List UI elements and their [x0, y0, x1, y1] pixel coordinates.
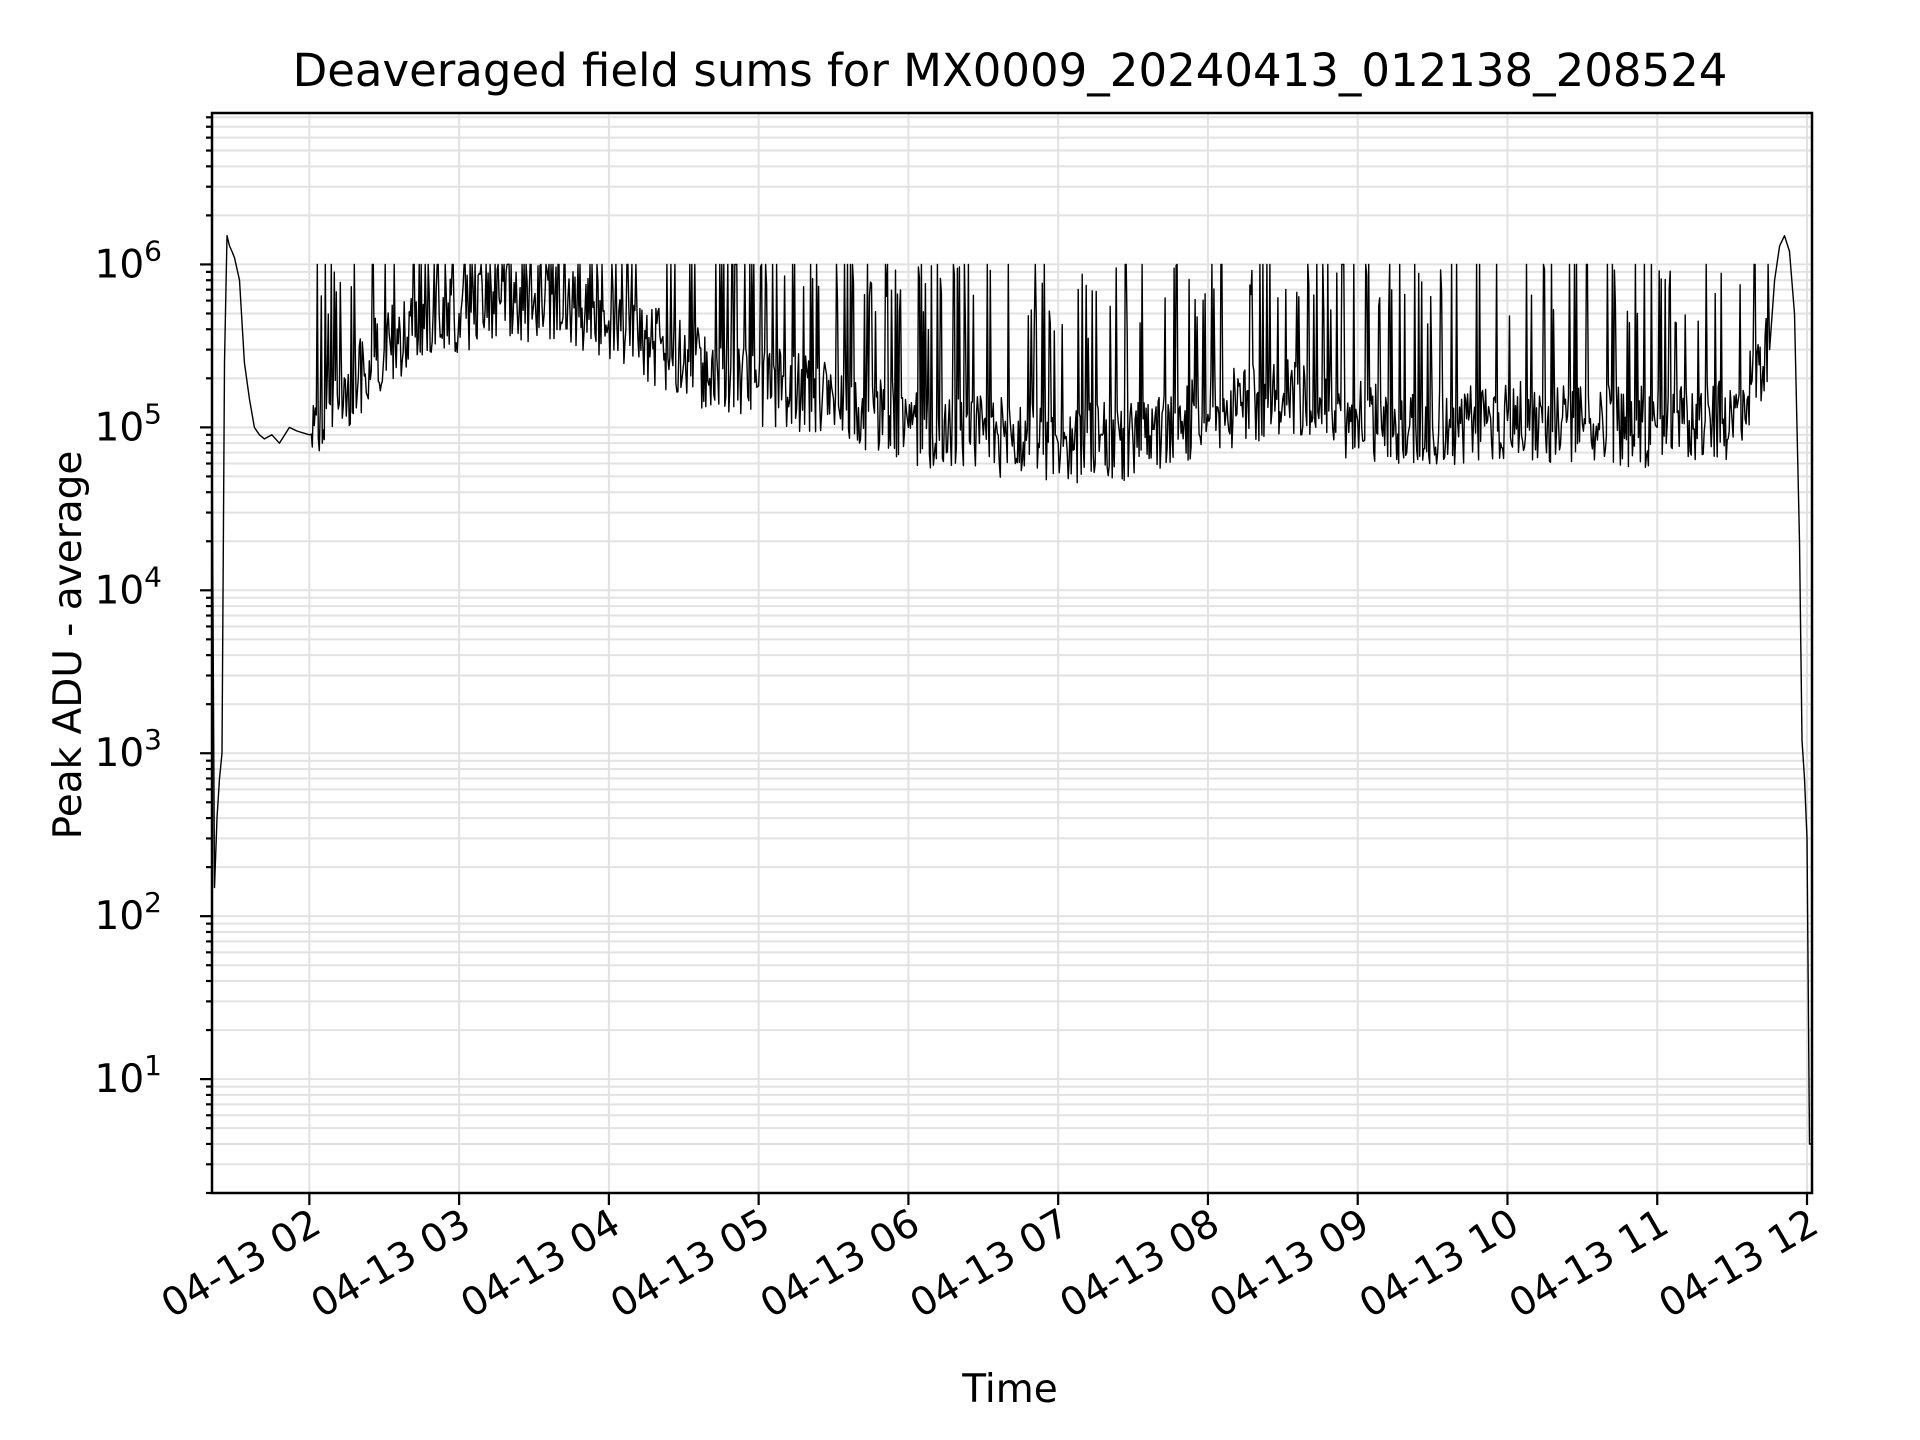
y-tick-label: 105	[95, 397, 162, 450]
x-axis-label: Time	[961, 1367, 1057, 1412]
y-tick-exponent: 1	[144, 1049, 162, 1082]
y-tick-base: 10	[95, 1057, 145, 1102]
y-tick-label: 102	[95, 886, 162, 939]
y-tick-base: 10	[95, 242, 145, 287]
y-tick-exponent: 2	[144, 886, 162, 919]
series-layer	[211, 235, 1812, 1145]
plot-frame	[210, 111, 1814, 1195]
y-tick-label: 101	[95, 1049, 162, 1102]
chart-title: Deaveraged field sums for MX0009_2024041…	[293, 44, 1728, 97]
y-tick-label: 104	[95, 560, 162, 613]
y-tick-label: 106	[95, 234, 162, 287]
y-tick-exponent: 6	[144, 234, 162, 267]
grid	[212, 113, 1812, 1194]
y-axis-label: Peak ADU - average	[46, 451, 91, 840]
y-tick-exponent: 3	[144, 723, 162, 756]
y-tick-base: 10	[95, 568, 145, 613]
y-tick-base: 10	[95, 405, 145, 450]
y-tick-exponent: 5	[144, 397, 162, 430]
y-tick-base: 10	[95, 894, 145, 939]
y-tick-label: 103	[95, 723, 162, 776]
y-tick-exponent: 4	[144, 560, 162, 593]
series-line	[211, 235, 1812, 1145]
y-tick-base: 10	[95, 731, 145, 776]
